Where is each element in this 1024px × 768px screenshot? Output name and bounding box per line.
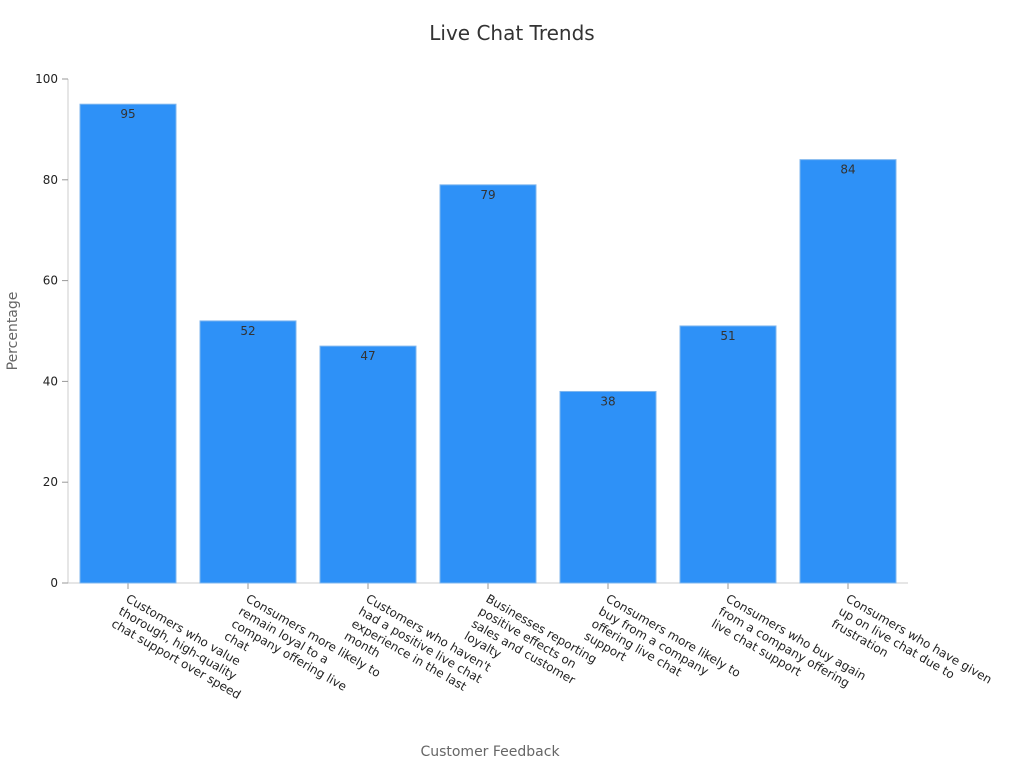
value-label: 51 [720, 329, 735, 343]
bar [559, 390, 657, 584]
x-tick-label: Businesses reporting positive effects on… [462, 591, 603, 705]
value-label: 79 [480, 188, 495, 202]
bar [799, 159, 897, 584]
y-tick-label: 0 [50, 576, 58, 590]
bar [79, 103, 177, 584]
value-label: 52 [240, 324, 255, 338]
value-label: 38 [600, 394, 615, 408]
y-axis-title: Percentage [5, 292, 21, 371]
value-label: 84 [840, 163, 855, 177]
x-tick-label: Customers who haven't had a positive liv… [342, 591, 497, 713]
y-tick-label: 100 [35, 72, 58, 86]
value-label: 47 [360, 349, 375, 363]
value-label: 95 [120, 107, 135, 121]
x-axis-title: Customer Feedback [420, 744, 560, 760]
bar [679, 325, 777, 584]
bar [439, 184, 537, 584]
chart-title: Live Chat Trends [429, 21, 594, 45]
y-tick-label: 40 [43, 374, 58, 388]
bar [319, 345, 417, 584]
bar [199, 320, 297, 584]
y-tick-label: 20 [43, 475, 58, 489]
y-tick-label: 80 [43, 173, 58, 187]
x-tick-label: Consumers who have given up on live chat… [829, 591, 998, 713]
y-tick-label: 60 [43, 274, 58, 288]
